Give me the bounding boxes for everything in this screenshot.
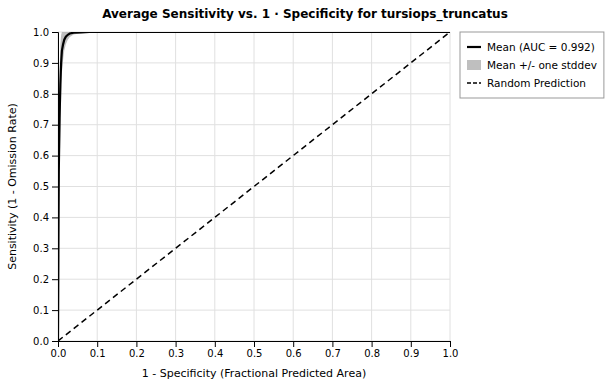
legend-label: Mean +/- one stddev [487,59,597,71]
y-grid-line [58,248,450,249]
x-tick-mark [97,341,98,347]
y-tick: 0.4 [33,212,58,223]
y-tick-mark [52,32,58,33]
y-tick-label: 0.7 [33,119,49,130]
x-tick-mark [411,341,412,347]
x-tick-label: 0.4 [207,348,223,359]
y-tick-label: 0.3 [33,243,49,254]
plot-area: 0.00.10.20.30.40.50.60.70.80.91.00.00.10… [33,27,458,359]
x-tick: 0.3 [168,341,184,359]
y-tick: 0.7 [33,119,58,130]
x-tick-label: 0.1 [90,348,106,359]
x-tick-label: 0.9 [403,348,419,359]
x-tick-mark [450,341,451,347]
y-tick-label: 0.2 [33,274,49,285]
x-tick-mark [372,341,373,347]
x-tick: 0.7 [325,341,341,359]
dashed-line [58,32,450,341]
y-tick-label: 0.6 [33,150,49,161]
y-grid-line [58,279,450,280]
y-tick-mark [52,187,58,188]
y-tick-mark [52,248,58,249]
y-axis-title: Sensitivity (1 - Omission Rate) [6,103,19,270]
y-tick-label: 0.1 [33,305,49,316]
x-tick-label: 0.2 [129,348,145,359]
legend-swatch [467,82,481,84]
y-grid-line [58,93,450,94]
x-tick-label: 0.3 [168,348,184,359]
y-tick: 1.0 [33,27,58,38]
y-grid-line [58,155,450,156]
y-tick-mark [52,279,58,280]
y-tick: 0.3 [33,243,58,254]
y-tick: 0.6 [33,150,58,161]
y-tick-label: 0.9 [33,58,49,69]
y-tick-label: 0.5 [33,181,49,192]
x-tick: 0.1 [90,341,106,359]
x-tick: 1.0 [443,341,459,359]
x-axis: 0.0 0.1 0.2 0.3 0.4 0.5 0.6 0.7 0.8 0.9 1.0 [51,341,459,359]
y-tick-mark [52,125,58,126]
legend-frame [460,32,604,98]
legend-item: Mean (AUC = 0.992) [467,41,595,53]
x-tick-label: 0.6 [286,348,302,359]
x-tick-label: 0.0 [51,348,67,359]
x-tick-mark [254,341,255,347]
y-tick: 0.2 [33,274,58,285]
x-tick-label: 1.0 [443,348,459,359]
legend-label: Random Prediction [487,77,586,89]
x-tick-mark [293,341,294,347]
y-tick: 0.0 [33,336,58,347]
x-tick-label: 0.5 [247,348,263,359]
legend-item: Mean +/- one stddev [467,59,597,71]
legend-item: Random Prediction [467,77,586,89]
line [58,32,450,341]
legend: Mean (AUC = 0.992) Mean +/- one stddev Ran… [460,32,604,98]
stddev-band [58,32,450,341]
y-axis-line [52,33,59,342]
y-tick-label: 0.4 [33,212,49,223]
y-tick: 0.1 [33,305,58,316]
marks [58,32,450,341]
y-tick-mark [52,217,58,218]
x-axis-line [59,342,451,348]
y-grid-line [58,217,450,218]
x-tick: 0.4 [207,341,223,359]
x-tick-label: 0.8 [364,348,380,359]
legend-label: Mean (AUC = 0.992) [487,41,595,53]
y-tick-mark [52,156,58,157]
y-tick-mark [52,63,58,64]
y-tick-label: 0.0 [33,336,49,347]
y-grid-line [58,62,450,63]
x-tick: 0.9 [403,341,419,359]
x-tick-label: 0.7 [325,348,341,359]
x-tick-mark [215,341,216,347]
y-tick-mark [52,310,58,311]
x-tick-mark [176,341,177,347]
y-tick: 0.8 [33,89,58,100]
y-grid-line [58,186,450,187]
y-tick-label: 0.8 [33,89,49,100]
y-grid-line [58,310,450,311]
grid [58,32,450,341]
y-tick-label: 1.0 [33,27,49,38]
y-tick: 0.9 [33,58,58,69]
x-tick: 0.5 [247,341,263,359]
x-tick: 0.6 [286,341,302,359]
y-grid-line [58,124,450,125]
x-axis-title: 1 - Specificity (Fractional Predicted Ar… [142,367,366,380]
chart: 0.00.10.20.30.40.50.60.70.80.91.00.00.10… [0,0,610,385]
y-tick: 0.5 [33,181,58,192]
legend-swatch [467,60,481,70]
y-axis: 0.0 0.1 0.2 0.3 0.4 0.5 0.6 0.7 0.8 0.9 1.0 [33,27,58,347]
y-tick-mark [52,94,58,95]
legend-swatch [467,46,481,48]
x-tick-mark [136,341,137,347]
x-tick-mark [332,341,333,347]
x-tick: 0.8 [364,341,380,359]
y-tick-mark [52,341,58,342]
title: Average Sensitivity vs. 1 · Specificity … [102,7,508,22]
x-tick: 0.2 [129,341,145,359]
x-tick: 0.0 [51,341,67,359]
